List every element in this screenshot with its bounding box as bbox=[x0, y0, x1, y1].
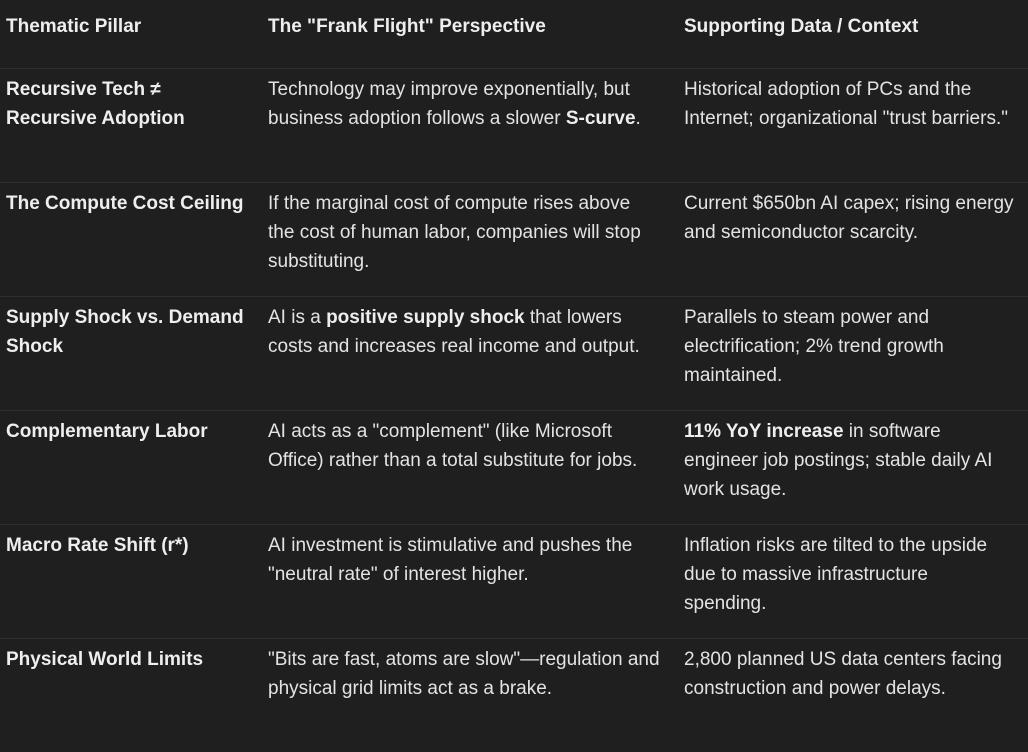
cell-perspective: If the marginal cost of compute rises ab… bbox=[262, 183, 678, 297]
cell-supporting-data: Inflation risks are tilted to the upside… bbox=[678, 525, 1028, 639]
cell-perspective: Technology may improve exponentially, bu… bbox=[262, 69, 678, 183]
cell-thematic-pillar: Supply Shock vs. Demand Shock bbox=[0, 297, 262, 411]
bold-emphasis: positive supply shock bbox=[326, 307, 525, 328]
header-perspective: The "Frank Flight" Perspective bbox=[262, 5, 678, 69]
cell-thematic-pillar: Macro Rate Shift (r*) bbox=[0, 525, 262, 639]
cell-thematic-pillar: The Compute Cost Ceiling bbox=[0, 183, 262, 297]
header-supporting-data: Supporting Data / Context bbox=[678, 5, 1028, 69]
cell-supporting-data: Historical adoption of PCs and the Inter… bbox=[678, 69, 1028, 183]
cell-supporting-data: Parallels to steam power and electrifica… bbox=[678, 297, 1028, 411]
cell-supporting-data: 11% YoY increase in software engineer jo… bbox=[678, 411, 1028, 525]
bold-emphasis: 11% YoY increase bbox=[684, 421, 844, 442]
header-thematic-pillar: Thematic Pillar bbox=[0, 5, 262, 69]
table-header-row: Thematic Pillar The "Frank Flight" Persp… bbox=[0, 5, 1028, 69]
cell-perspective: AI is a positive supply shock that lower… bbox=[262, 297, 678, 411]
cell-perspective: AI acts as a "complement" (like Microsof… bbox=[262, 411, 678, 525]
cell-supporting-data: Current $650bn AI capex; rising energy a… bbox=[678, 183, 1028, 297]
bold-emphasis: S-curve bbox=[566, 108, 636, 129]
table-row: Macro Rate Shift (r*)AI investment is st… bbox=[0, 525, 1028, 639]
pillars-table: Thematic Pillar The "Frank Flight" Persp… bbox=[0, 5, 1028, 752]
cell-perspective: AI investment is stimulative and pushes … bbox=[262, 525, 678, 639]
cell-thematic-pillar: Recursive Tech ≠ Recursive Adoption bbox=[0, 69, 262, 183]
cell-thematic-pillar: Complementary Labor bbox=[0, 411, 262, 525]
